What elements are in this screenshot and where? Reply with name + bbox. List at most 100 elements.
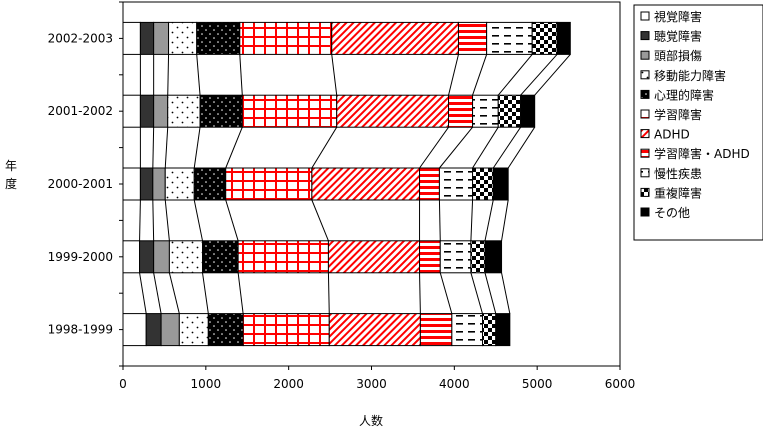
series-connector: [501, 199, 509, 241]
bar-segment: [139, 21, 155, 55]
legend-label: 慢性疾患: [654, 166, 702, 181]
series-connector: [152, 199, 155, 241]
x-tick-label: 6000: [605, 377, 636, 391]
bar-segment: [139, 240, 155, 274]
bar-segment: [153, 240, 170, 274]
legend-label: その他: [654, 206, 690, 220]
bar-segment: [122, 94, 141, 128]
bar-segment: [122, 313, 147, 347]
legend-box: [633, 4, 763, 241]
series-connector: [196, 54, 201, 96]
bar-segment: [331, 21, 459, 55]
bar-segment: [484, 240, 503, 274]
y-tick-label: 1999-2000: [48, 250, 113, 264]
bar-segment: [193, 167, 227, 201]
series-connector: [225, 127, 243, 169]
bar-segment: [495, 313, 511, 347]
bar-segment: [556, 21, 571, 55]
x-tick-label: 2000: [273, 377, 304, 391]
bar-segment: [439, 240, 472, 274]
legend-label: 重複障害: [654, 185, 702, 200]
bar-segment: [470, 240, 486, 274]
x-tick-label: 0: [119, 377, 127, 391]
bar-segment: [327, 240, 421, 274]
series-connector: [501, 272, 511, 314]
bar-segment: [153, 94, 169, 128]
bar-segment: [168, 240, 204, 274]
series-connector: [448, 54, 459, 96]
series-connector: [439, 126, 473, 169]
y-tick-label: 2000-2001: [48, 177, 113, 191]
series-connector: [484, 199, 494, 241]
bar-segment: [419, 240, 441, 274]
series-connector: [472, 126, 499, 169]
series-connector: [164, 127, 169, 169]
legend-label: 学習障害: [654, 107, 702, 122]
series-connector: [167, 54, 170, 96]
bar-segment: [241, 94, 338, 128]
y-axis-label-2: 度: [5, 176, 17, 191]
bar-segment: [419, 167, 440, 201]
series-connector: [168, 272, 180, 314]
legend-swatch: [640, 168, 650, 178]
series-connector: [419, 272, 421, 314]
series-connector: [311, 199, 329, 241]
bar-segment: [531, 21, 558, 55]
bar-segment: [139, 94, 155, 128]
legend-swatch: [640, 129, 650, 139]
series-connector-lines: [139, 54, 571, 314]
bar-segment: [160, 313, 180, 347]
bar-segment: [122, 240, 141, 274]
series-connector: [193, 199, 204, 241]
bar-segment: [202, 240, 239, 274]
y-tick-label: 1998-1999: [48, 323, 113, 337]
legend-label: 移動能力障害: [654, 68, 726, 83]
bar-segment: [438, 167, 474, 201]
bar-segment: [472, 94, 499, 128]
bar-segment: [497, 94, 522, 128]
legend-label: ADHD: [654, 128, 690, 142]
series-connector: [202, 272, 209, 314]
bar-segment: [152, 167, 166, 201]
legend-label: 心理的障害: [654, 87, 714, 102]
bar-segment: [457, 21, 488, 55]
bar-segment: [139, 167, 154, 201]
series-connector: [331, 54, 338, 96]
series-connector: [139, 272, 147, 314]
series-connector: [439, 272, 453, 314]
legend-swatch: [640, 50, 650, 60]
legend-swatch: [640, 148, 650, 158]
series-connector: [520, 54, 558, 96]
series-connector: [507, 126, 536, 169]
series-connector: [438, 199, 441, 241]
legend-swatch: [640, 109, 650, 119]
bar-segment: [481, 313, 497, 347]
x-tick-label: 5000: [522, 377, 553, 391]
bar-segment: [168, 21, 198, 55]
bar-segment: [328, 313, 421, 347]
x-tick-label: 3000: [356, 377, 387, 391]
series-connector: [497, 54, 533, 96]
series-connector: [534, 54, 571, 96]
x-axis-label: 人数: [359, 413, 383, 428]
x-tick-label: 1000: [191, 377, 222, 391]
legend-label: 聴覚障害: [654, 29, 702, 44]
bar-layer: [122, 21, 571, 347]
series-connector: [139, 199, 141, 241]
bar-segment: [486, 21, 533, 55]
series-connector: [419, 126, 449, 169]
bar-segment: [178, 313, 209, 347]
bar-segment: [242, 313, 330, 347]
series-connector: [164, 199, 170, 241]
y-tick-label: 2002-2003: [48, 31, 113, 45]
series-connector: [239, 54, 243, 96]
bar-segment: [122, 21, 141, 55]
bar-segment: [207, 313, 244, 347]
series-connector: [193, 127, 201, 169]
series-connector: [327, 272, 330, 314]
series-connector: [237, 272, 244, 314]
bar-segment: [145, 313, 162, 347]
series-connector: [153, 272, 162, 314]
